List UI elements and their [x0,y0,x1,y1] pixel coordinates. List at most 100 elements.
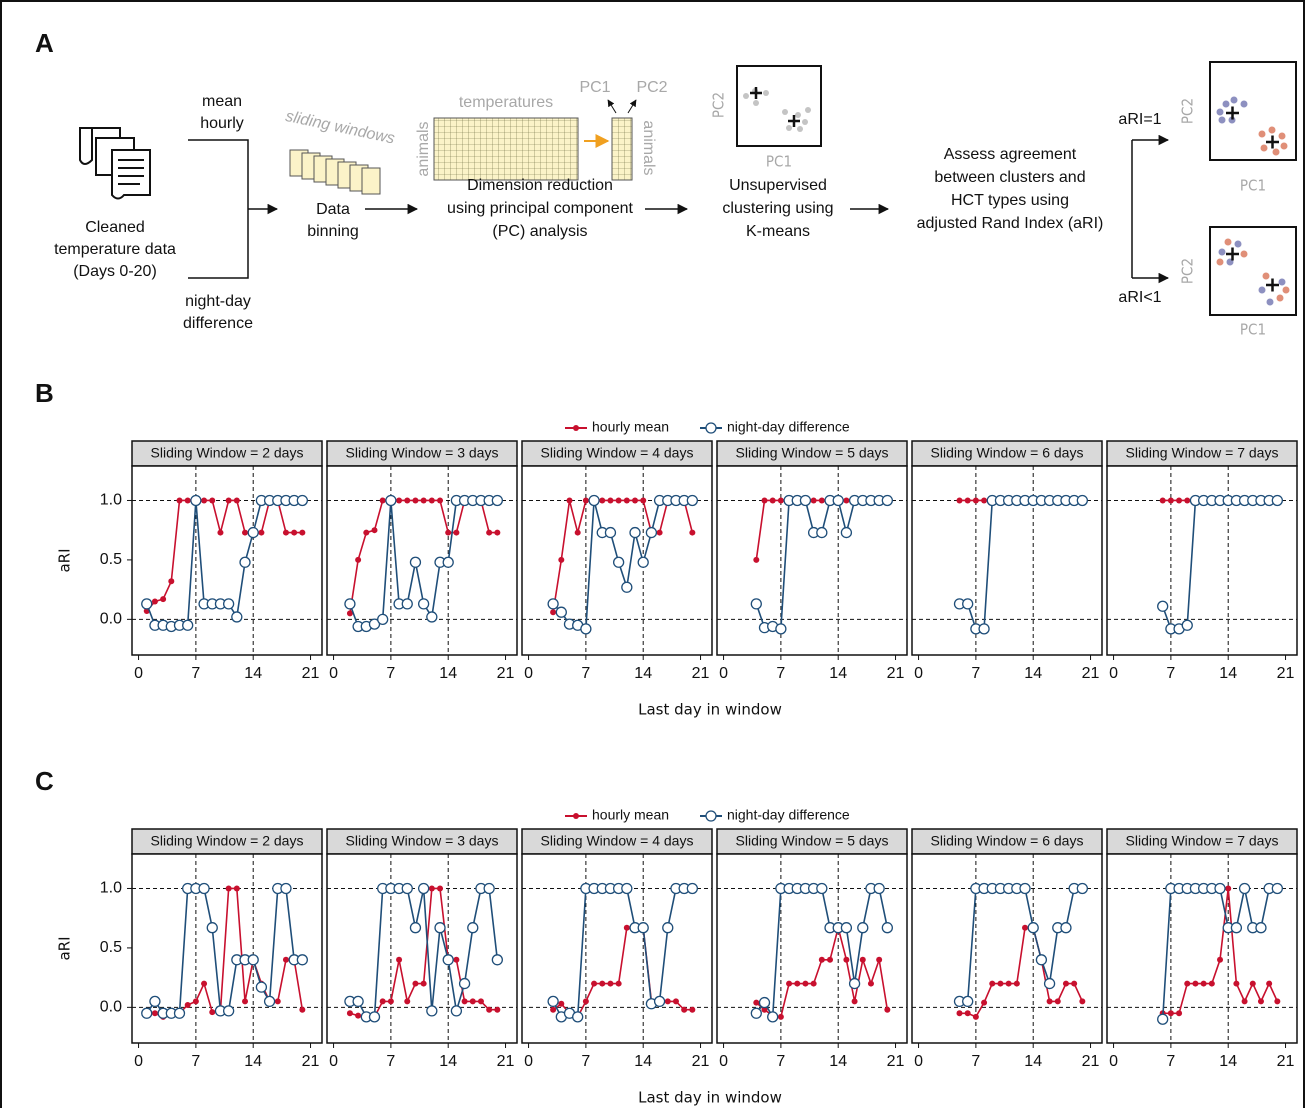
data-point [442,556,454,568]
data-point [884,1006,891,1013]
data-point [681,1006,688,1013]
data-point [818,497,825,504]
x-tick-label: 7 [971,1053,980,1070]
data-point [1274,998,1281,1005]
x-tick-label: 7 [386,1053,395,1070]
x-tick-label: 7 [581,665,590,682]
data-point [1249,980,1256,987]
data-point [664,998,671,1005]
data-point [840,526,853,539]
data-point [964,497,971,504]
data-point [1214,882,1226,895]
data-point [615,980,622,987]
data-point [843,497,850,504]
y-tick-label: 1.0 [100,880,122,897]
axis-label: PC1 [1240,177,1266,195]
data-point [141,598,153,610]
data-point [580,623,592,635]
axis-label: PC2 [1179,258,1197,284]
data-point [409,556,422,568]
step-text: between clusters and [934,169,1085,186]
cluster-icon [736,65,822,147]
y-tick-label: 1.0 [100,492,122,509]
data-point [299,529,306,536]
y-tick-label: 0.0 [100,611,122,628]
data-point [767,1011,779,1023]
data-point [486,529,493,536]
legend-marker [705,810,717,822]
data-point [412,980,419,987]
x-tick-label: 14 [244,665,262,682]
panel-label: C [35,766,54,796]
data-point [981,999,988,1006]
data-point [1266,980,1273,987]
step-text: K-means [746,223,810,240]
data-point [371,527,378,534]
legend-label: hourly mean [592,807,669,823]
data-point [1054,998,1061,1005]
x-tick-label: 0 [134,665,143,682]
data-point [233,497,240,504]
data-point [686,494,698,507]
data-point [299,1006,306,1013]
data-point [599,497,606,504]
plot-frame [1106,853,1298,1044]
step-text: Cleaned [85,219,145,236]
facet-title: Sliding Window = 4 days [541,445,694,461]
data-point [445,529,452,536]
data-point [777,1013,784,1020]
data-point [258,529,265,536]
data-point [786,980,793,987]
strip [716,440,908,467]
data-point [486,1006,493,1013]
x-tick-label: 0 [914,1053,923,1070]
x-tick-label: 14 [1024,665,1042,682]
data-point [1043,977,1056,990]
data-point [247,954,259,966]
axis-label: PC1 [1240,321,1266,339]
x-axis-label: Last day in window [638,1089,782,1107]
data-point [469,998,476,1005]
data-point [198,882,210,895]
data-point [404,497,411,504]
data-point [962,995,974,1008]
data-point [753,556,760,563]
data-point [1238,882,1251,895]
data-point [280,882,292,895]
x-tick-label: 0 [524,1053,533,1070]
data-point [477,998,484,1005]
data-point [1076,494,1088,507]
data-point [1167,1010,1174,1017]
data-point [450,1005,463,1017]
step-text: temperature data [54,241,176,258]
icon-label: temperatures [459,94,553,111]
data-point [296,954,308,966]
data-point [810,980,817,987]
data-point [859,956,866,963]
data-point [761,497,768,504]
data-point [467,922,479,934]
data-point [458,977,471,990]
data-point [346,610,353,617]
data-point [1184,980,1191,987]
data-point [621,882,633,895]
data-point [385,494,397,507]
arrow [607,99,617,114]
data-point [453,956,460,963]
legend-label: night-day difference [727,807,850,823]
data-point [396,956,403,963]
x-tick-label: 21 [1082,1053,1100,1070]
data-point [645,526,658,539]
data-point [184,497,191,504]
x-tick-label: 21 [1277,1053,1295,1070]
y-axis-label: aRI [56,936,74,960]
data-point [182,619,194,631]
data-point [255,981,268,993]
data-point [621,581,633,593]
data-point [461,998,468,1005]
data-point [956,1010,963,1017]
data-point [1046,998,1053,1005]
data-point [346,1010,353,1017]
x-tick-label: 7 [191,1053,200,1070]
